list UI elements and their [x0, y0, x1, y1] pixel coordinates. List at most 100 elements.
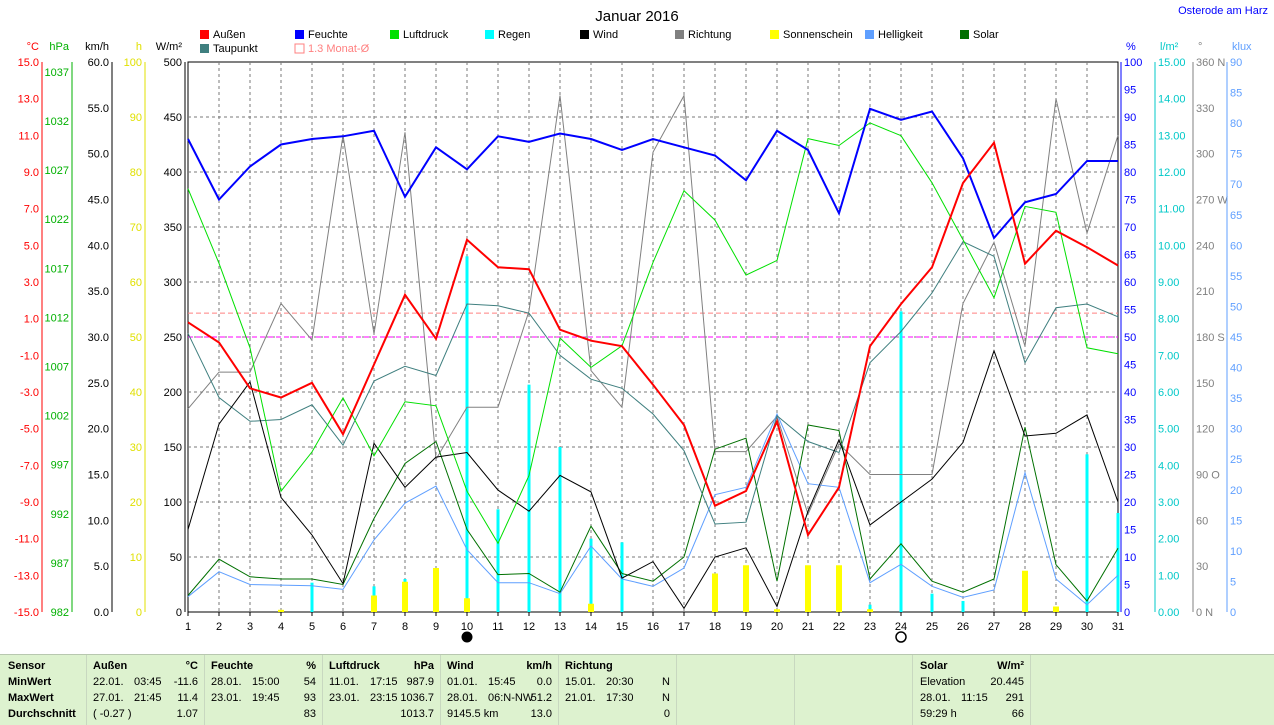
right-axis-tick-label: 30 [1230, 424, 1242, 436]
stats-date: 15.01. [565, 676, 596, 688]
right-axis-tick-label: 75 [1124, 195, 1136, 207]
legend-swatch [485, 30, 494, 39]
left-axis-tick-label: 30 [130, 442, 142, 454]
stats-time: 17:15 [370, 676, 398, 688]
x-tick-label: 2 [216, 621, 222, 633]
x-tick-label: 10 [461, 621, 473, 633]
left-axis-unit: W/m² [156, 41, 183, 53]
right-axis-tick-label: 40 [1230, 363, 1242, 375]
stats-value: 1.07 [176, 708, 198, 720]
right-axis-tick-label: 70 [1124, 222, 1136, 234]
left-axis-tick-label: 55.0 [88, 103, 109, 115]
right-axis-tick-label: 60 [1124, 277, 1136, 289]
right-axis-tick-label: 0 N [1196, 607, 1213, 619]
bar [1116, 513, 1120, 612]
right-axis-tick-label: 35 [1230, 393, 1242, 405]
new-moon-icon [461, 631, 473, 643]
left-axis-tick-label: 0.0 [94, 607, 109, 619]
x-tick-label: 30 [1081, 621, 1093, 633]
stats-luftdruck-section: Luftdruck hPa 11.01. 17:15 987.9 23.01. … [322, 655, 441, 725]
x-tick-label: 3 [247, 621, 253, 633]
right-axis-tick-label: 210 [1196, 286, 1214, 298]
station-link[interactable]: Osterode am Harz [1178, 5, 1268, 17]
x-tick-label: 11 [492, 621, 503, 633]
legend-label: Sonnenschein [783, 29, 853, 41]
x-tick-label: 9 [433, 621, 439, 633]
x-tick-label: 1 [185, 621, 191, 633]
stats-date: 28.01. [211, 676, 242, 688]
bar [278, 609, 284, 612]
bar [774, 609, 780, 612]
right-axis-tick-label: 1.00 [1158, 570, 1179, 582]
stats-sensor-header: Sensor [8, 660, 46, 672]
left-axis-tick-label: 100 [164, 497, 182, 509]
left-axis-tick-label: 45.0 [88, 195, 109, 207]
stats-time: 15:00 [252, 676, 280, 688]
legend-swatch [960, 30, 969, 39]
stats-sensor-section: Sensor MinWert MaxWert Durchschnitt [0, 655, 87, 725]
left-axis-tick-label: 992 [51, 509, 69, 521]
bar [1053, 606, 1059, 612]
right-axis-tick-label: 360 N [1196, 57, 1225, 69]
right-axis-tick-label: 180 S [1196, 332, 1225, 344]
right-axis-tick-label: 95 [1124, 85, 1136, 97]
stats-row-label: MinWert [8, 676, 52, 688]
right-axis-tick-label: 85 [1230, 88, 1242, 100]
left-axis-tick-label: 400 [164, 167, 182, 179]
left-axis-tick-label: -7.0 [20, 460, 39, 472]
stats-header: Solar [920, 660, 948, 672]
right-axis-tick-label: 270 W [1196, 195, 1228, 207]
right-axis-tick-label: 12.00 [1158, 167, 1186, 179]
right-axis-tick-label: 90 [1230, 57, 1242, 69]
x-tick-label: 12 [523, 621, 535, 633]
right-axis-tick-label: 330 [1196, 103, 1214, 115]
legend-swatch [675, 30, 684, 39]
left-axis-tick-label: 10 [130, 552, 142, 564]
stats-time: 23:15 [370, 692, 398, 704]
bar [867, 609, 873, 612]
bar [402, 581, 408, 612]
stats-value: 51.2 [530, 692, 552, 704]
stats-unit: % [306, 660, 316, 672]
left-axis-tick-label: -3.0 [20, 387, 39, 399]
left-axis-tick-label: 50.0 [88, 149, 109, 161]
right-axis-tick-label: 6.00 [1158, 387, 1179, 399]
legend-label: Helligkeit [878, 29, 923, 41]
stats-unit: km/h [526, 660, 552, 672]
bar [743, 565, 749, 612]
right-axis-tick-label: 25 [1124, 470, 1136, 482]
right-axis-tick-label: 90 O [1196, 470, 1220, 482]
right-axis-tick-label: 50 [1124, 332, 1136, 344]
left-axis-tick-label: 1012 [45, 312, 69, 324]
x-tick-label: 21 [802, 621, 814, 633]
right-axis-tick-label: 0 [1124, 607, 1130, 619]
right-axis-tick-label: 25 [1230, 454, 1242, 466]
right-axis-tick-label: 85 [1124, 140, 1136, 152]
left-axis-tick-label: 7.0 [24, 204, 39, 216]
x-tick-label: 20 [771, 621, 783, 633]
legend-label: Taupunkt [213, 43, 258, 55]
right-axis-tick-label: 15 [1230, 515, 1242, 527]
right-axis-tick-label: 100 [1124, 57, 1142, 69]
right-axis-tick-label: 0 [1230, 607, 1236, 619]
stats-value: N [662, 676, 670, 688]
right-axis-tick-label: 70 [1230, 179, 1242, 191]
left-axis-tick-label: -15.0 [14, 607, 39, 619]
stats-value: 0.0 [536, 676, 552, 688]
right-axis-tick-label: 10 [1124, 552, 1136, 564]
legend-swatch [390, 30, 399, 39]
left-axis-tick-label: 1.0 [24, 314, 39, 326]
left-axis-unit: h [136, 41, 142, 53]
left-axis-unit: hPa [49, 41, 69, 53]
right-axis-tick-label: 15 [1124, 525, 1136, 537]
bar [371, 595, 377, 612]
left-axis-tick-label: 1022 [45, 214, 69, 226]
stats-time: 15:45 [488, 676, 516, 688]
left-axis-tick-label: 200 [164, 387, 182, 399]
bar [1085, 454, 1089, 612]
left-axis-tick-label: 150 [164, 442, 182, 454]
left-axis-tick-label: 70 [130, 222, 142, 234]
statistics-panel: Sensor MinWert MaxWert Durchschnitt Auße… [0, 654, 1274, 725]
right-axis-tick-label: 150 [1196, 378, 1214, 390]
x-tick-label: 8 [402, 621, 408, 633]
